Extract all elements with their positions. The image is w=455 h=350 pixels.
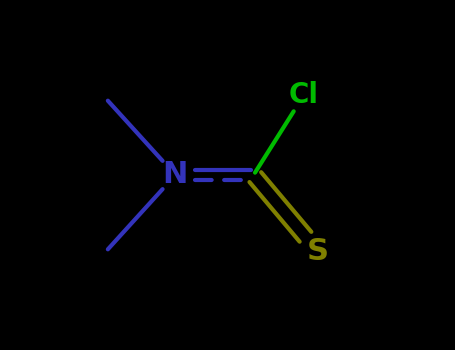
Text: N: N <box>163 161 188 189</box>
Text: Cl: Cl <box>289 81 319 109</box>
Text: S: S <box>307 237 329 266</box>
